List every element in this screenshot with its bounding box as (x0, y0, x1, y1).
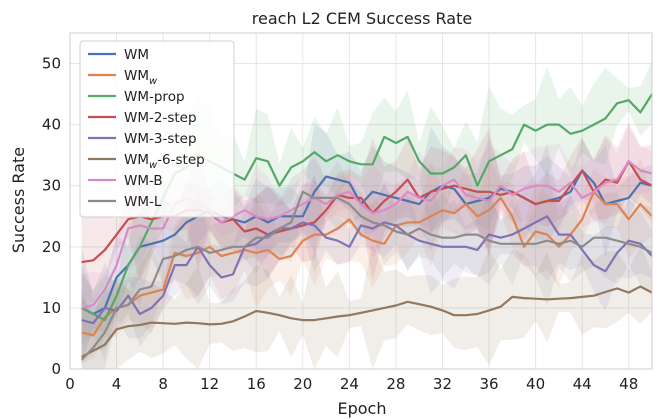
series-line (81, 285, 653, 358)
plot-border (69, 32, 653, 370)
legend-label: WM (124, 47, 149, 63)
y-tick-label: 20 (42, 238, 61, 256)
variance-band (81, 60, 653, 361)
y-tick-label: 40 (42, 116, 61, 134)
legend-label: WM-prop (124, 89, 185, 105)
legend-label: WM-2-step (124, 110, 197, 126)
x-tick-label: 24 (340, 375, 359, 393)
x-tick-label: 16 (247, 375, 266, 393)
legend-label: WMw (124, 68, 158, 87)
x-axis-title: Epoch (338, 399, 387, 418)
y-axis-title: Success Rate (9, 147, 28, 253)
y-tick-labels: 0 10 20 30 40 50 (42, 55, 61, 378)
legend-label: WM-L (124, 194, 162, 210)
y-tick-label: 30 (42, 177, 61, 195)
y-tick-label: 10 (42, 299, 61, 317)
x-tick-label: 0 (65, 375, 75, 393)
x-tick-label: 36 (479, 375, 498, 393)
y-tick-label: 50 (42, 55, 61, 73)
plot-frame (69, 32, 653, 370)
x-tick-label: 12 (200, 375, 219, 393)
variance-band (81, 126, 653, 339)
x-tick-labels: 0 4 8 12 16 20 24 28 32 36 40 44 48 (65, 375, 638, 393)
variance-band (81, 244, 653, 369)
variance-band (81, 122, 653, 305)
x-tick-label: 8 (158, 375, 168, 393)
y-tick-label: 0 (51, 360, 61, 378)
chart-title: reach L2 CEM Success Rate (252, 9, 472, 28)
legend-label: WM-3-step (124, 131, 197, 147)
x-tick-label: 32 (433, 375, 452, 393)
gridlines (69, 33, 652, 370)
legend-label: WM-B (124, 173, 163, 189)
x-tick-label: 28 (386, 375, 405, 393)
x-tick-label: 4 (112, 375, 122, 393)
legend-box (79, 40, 235, 218)
x-tick-label: 48 (619, 375, 638, 393)
x-tick-label: 40 (526, 375, 545, 393)
series-line (81, 215, 653, 325)
series-line (81, 190, 653, 337)
x-tick-label: 20 (293, 375, 312, 393)
x-tick-label: 44 (573, 375, 592, 393)
legend: WM WMw WM-prop WM-2-step WM-3-step WMw-6-step… (79, 40, 235, 218)
series-line (80, 190, 653, 361)
legend-label: WMw-6-step (124, 152, 205, 171)
series-line (81, 169, 653, 316)
